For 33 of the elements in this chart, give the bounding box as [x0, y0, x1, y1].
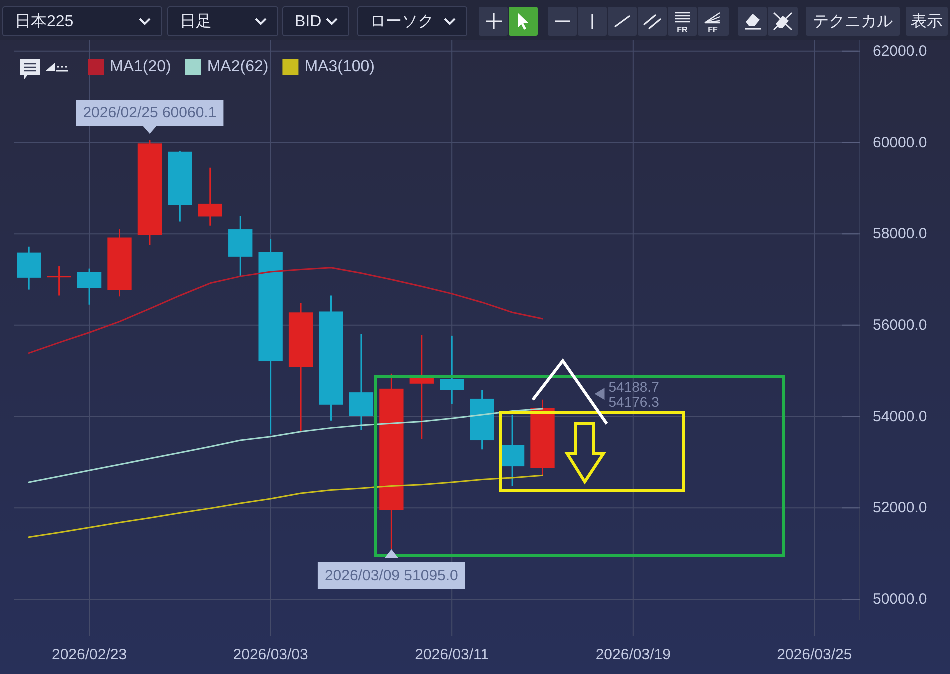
- line-series: [28, 408, 544, 484]
- line-series: [28, 267, 544, 354]
- dropdown-field: 日足: [168, 6, 278, 36]
- candlestick: [410, 334, 434, 440]
- legend-label: MA2(62): [207, 58, 269, 76]
- chart-title: 日本225: [15, 12, 74, 30]
- x-tick-label: 2026/03/11: [415, 646, 490, 664]
- tooltip-callout: 2026/02/25 60060.1: [76, 100, 224, 134]
- annotation: 2026/03/09 51095.0: [324, 567, 458, 584]
- candlestick: [47, 266, 72, 296]
- x-tick-label: 2026/03/03: [233, 646, 308, 664]
- y-tick-label: 58000.0: [873, 226, 928, 243]
- y-tick-label: 56000.0: [873, 316, 928, 334]
- y-tick-label: 54000.0: [873, 408, 928, 426]
- y-tick-label: 62000.0: [873, 42, 928, 60]
- y-tick-label: 60000.0: [873, 134, 928, 152]
- dropdown-field: ローソク: [358, 6, 468, 36]
- annotation: 54176.3: [608, 394, 660, 410]
- legend-label: MA3(100): [304, 58, 375, 76]
- tooltip-callout: 2026/03/09 51095.0: [318, 549, 466, 590]
- x-tick-label: 2026/03/19: [596, 646, 671, 664]
- dropdown-field: BID: [282, 6, 350, 36]
- x-tick-label: 2026/02/23: [52, 646, 128, 664]
- y-tick-label: 50000.0: [873, 590, 928, 608]
- button: テクニカル: [806, 7, 900, 36]
- dropdown-field: 日本225: [2, 6, 162, 36]
- x-tick-label: 2026/03/25: [777, 646, 852, 664]
- line-series: [28, 474, 544, 538]
- y-tick-label: 52000.0: [873, 500, 928, 517]
- annotation: 54188.7: [608, 379, 660, 396]
- button: 表示: [906, 7, 948, 36]
- annotation: 2026/02/25 60060.1: [83, 104, 217, 122]
- legend-label: MA1(20): [110, 58, 172, 76]
